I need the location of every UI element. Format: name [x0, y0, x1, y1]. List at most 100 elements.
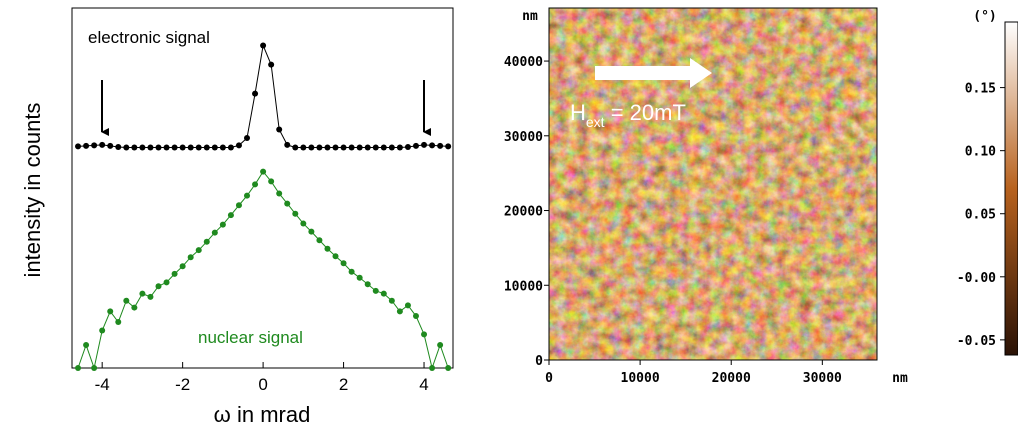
data-point	[195, 247, 202, 254]
annotation-subscript: ext	[586, 114, 605, 130]
data-point	[203, 238, 210, 245]
data-point	[260, 42, 267, 49]
data-point	[235, 142, 242, 149]
x-tick-label: 0	[545, 371, 553, 386]
image-map	[549, 8, 877, 360]
data-point	[75, 365, 82, 371]
annotation-suffix: = 20mT	[605, 100, 686, 125]
data-point	[139, 144, 146, 151]
data-point	[324, 144, 331, 151]
data-point	[340, 144, 347, 151]
data-point	[139, 290, 146, 297]
data-point	[163, 279, 170, 286]
data-point	[75, 143, 82, 150]
data-point	[356, 144, 363, 151]
data-point	[252, 90, 259, 97]
y-tick-label: 10000	[504, 279, 543, 294]
colorbar-tick-label: 0.10	[965, 145, 996, 160]
data-point	[123, 144, 130, 151]
data-point	[437, 342, 444, 349]
data-point	[147, 293, 154, 300]
x-tick-label: 4	[419, 375, 428, 394]
data-point	[268, 61, 275, 68]
data-point	[292, 144, 299, 151]
data-point	[244, 192, 251, 199]
y-tick-label: 20000	[504, 205, 543, 220]
data-point	[91, 142, 98, 149]
data-point	[123, 297, 130, 304]
data-point	[276, 126, 283, 133]
data-point	[179, 263, 186, 270]
x-axis-label: nm	[892, 371, 908, 386]
data-point	[364, 281, 371, 288]
data-point	[316, 144, 323, 151]
colorbar-tick-label: 0.15	[965, 82, 996, 97]
data-point	[404, 143, 411, 150]
annotation-text: H	[570, 100, 586, 125]
x-axis-label: ω in mrad	[214, 402, 311, 427]
annotation: electronic signal	[88, 28, 210, 47]
data-point	[284, 200, 291, 207]
data-point	[372, 144, 379, 151]
x-tick-label: -2	[175, 375, 190, 394]
data-point	[211, 229, 218, 236]
data-point	[99, 327, 106, 334]
data-point	[445, 143, 452, 150]
x-tick-label: -4	[95, 375, 110, 394]
x-tick-label: 10000	[621, 371, 660, 386]
data-point	[107, 142, 114, 149]
data-point	[356, 274, 363, 281]
annotation: nuclear signal	[198, 328, 303, 347]
y-tick-label: 0	[535, 354, 543, 369]
data-point	[292, 210, 299, 217]
data-point	[227, 144, 234, 151]
data-point	[284, 141, 291, 148]
field-arrow	[595, 58, 712, 88]
data-point	[163, 144, 170, 151]
data-point	[83, 142, 90, 149]
y-tick-label: 40000	[504, 55, 543, 70]
data-point	[107, 308, 114, 315]
x-tick-label: 2	[339, 375, 348, 394]
data-point	[340, 260, 347, 267]
data-point	[404, 302, 411, 309]
data-point	[388, 297, 395, 304]
data-point	[187, 144, 194, 151]
data-point	[115, 143, 122, 150]
data-point	[244, 134, 251, 141]
data-point	[187, 254, 194, 261]
data-point	[332, 144, 339, 151]
data-point	[421, 331, 428, 338]
data-point	[332, 253, 339, 260]
data-point	[380, 144, 387, 151]
data-point	[412, 142, 419, 149]
data-point	[308, 144, 315, 151]
data-point	[131, 144, 138, 151]
data-point	[372, 287, 379, 294]
data-point	[252, 181, 259, 188]
y-axis-label: intensity in counts	[20, 103, 45, 278]
data-point	[195, 144, 202, 151]
data-point	[171, 144, 178, 151]
data-point	[91, 365, 98, 371]
data-point	[219, 144, 226, 151]
data-point	[324, 245, 331, 252]
data-point	[235, 202, 242, 209]
data-point	[388, 144, 395, 151]
data-point	[300, 220, 307, 227]
x-tick-label: 30000	[803, 371, 842, 386]
data-point	[83, 342, 90, 349]
data-point	[115, 319, 122, 326]
data-point	[364, 144, 371, 151]
data-point	[155, 144, 162, 151]
y-axis-label: nm	[522, 9, 538, 24]
colorbar-tick-label: -0.00	[957, 271, 996, 286]
colorbar	[1004, 21, 1018, 356]
data-point	[316, 237, 323, 244]
data-point	[429, 365, 436, 371]
data-point	[348, 268, 355, 275]
x-tick-label: 20000	[712, 371, 751, 386]
data-point	[300, 144, 307, 151]
data-point	[445, 365, 452, 371]
